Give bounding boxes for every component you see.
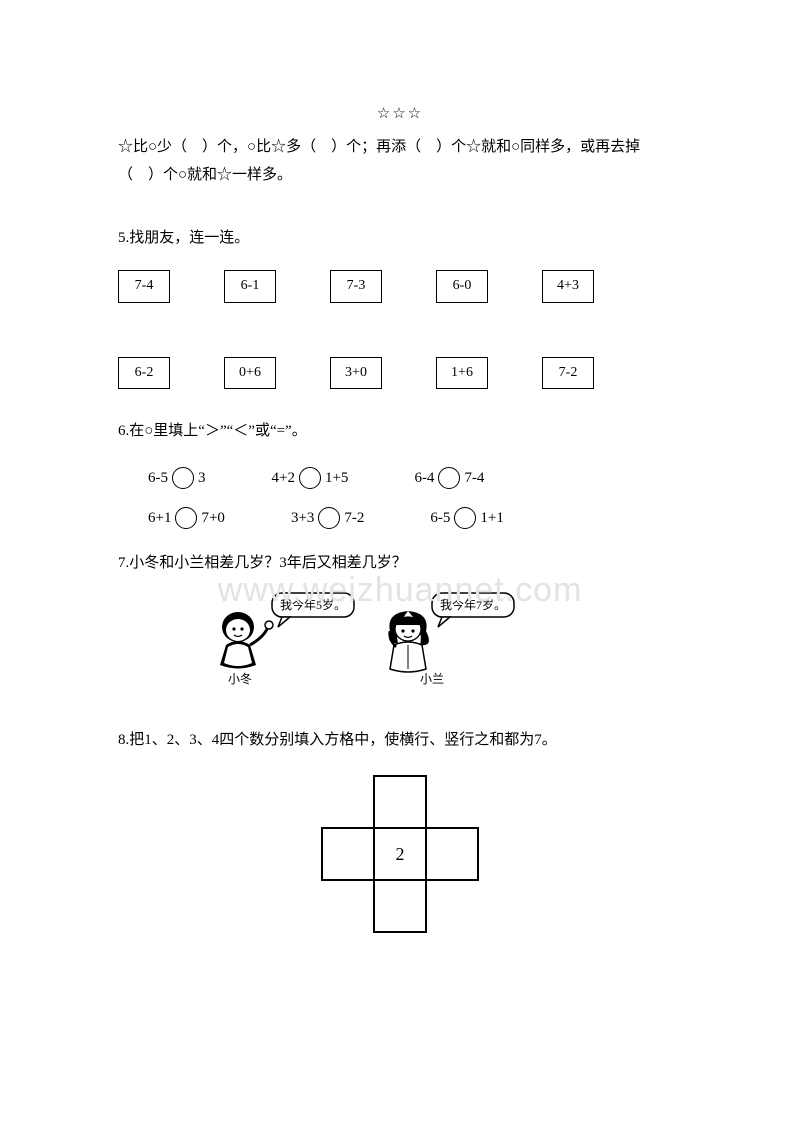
math-box: 6-0 xyxy=(436,270,488,303)
rhs: 7-2 xyxy=(344,504,364,533)
q5-row-1: 7-4 6-1 7-3 6-0 4+3 xyxy=(118,270,682,303)
compare-cell: 6-4 7-4 xyxy=(414,464,484,493)
q7-illustration: 小冬 我今年5岁。 小兰 我今年7岁。 xyxy=(198,587,682,698)
intro-line-1: ☆比○少（ ）个，○比☆多（ ）个；再添（ ）个☆就和○同样多，或再去掉 xyxy=(118,133,682,162)
speech-bubble-1: 我今年5岁。 xyxy=(272,593,354,627)
lhs: 4+2 xyxy=(272,464,295,493)
rhs: 1+1 xyxy=(480,504,503,533)
rhs: 7-4 xyxy=(464,464,484,493)
compare-cell: 6-5 3 xyxy=(148,464,206,493)
center-value: 2 xyxy=(396,844,405,864)
blank-circle xyxy=(438,467,460,489)
q8-title: 8.把1、2、3、4四个数分别填入方格中，使横行、竖行之和都为7。 xyxy=(118,726,682,755)
compare-cell: 3+3 7-2 xyxy=(291,504,364,533)
compare-cell: 4+2 1+5 xyxy=(272,464,349,493)
kid-xiaolan-icon xyxy=(389,611,429,672)
rhs: 3 xyxy=(198,464,206,493)
q6-title: 6.在○里填上“＞”“＜”或“=”。 xyxy=(118,417,682,446)
q8-cross-grid: 2 xyxy=(118,772,682,942)
math-box: 3+0 xyxy=(330,357,382,390)
intro-paragraph: ☆比○少（ ）个，○比☆多（ ）个；再添（ ）个☆就和○同样多，或再去掉 （ ）… xyxy=(118,133,682,190)
math-box: 1+6 xyxy=(436,357,488,390)
star-row: ☆☆☆ xyxy=(118,100,682,129)
svg-text:我今年7岁。: 我今年7岁。 xyxy=(440,597,506,612)
lhs: 6-5 xyxy=(430,504,450,533)
math-box: 7-4 xyxy=(118,270,170,303)
lhs: 3+3 xyxy=(291,504,314,533)
q5-title: 5.找朋友，连一连。 xyxy=(118,224,682,253)
math-box: 6-2 xyxy=(118,357,170,390)
math-box: 7-3 xyxy=(330,270,382,303)
blank-circle xyxy=(175,507,197,529)
lhs: 6-4 xyxy=(414,464,434,493)
kid-xiaodong-icon xyxy=(220,612,273,669)
blank-circle xyxy=(318,507,340,529)
svg-text:我今年5岁。: 我今年5岁。 xyxy=(280,597,346,612)
kid1-label: 小冬 xyxy=(228,671,252,686)
lhs: 6+1 xyxy=(148,504,171,533)
q7-title: 7.小冬和小兰相差几岁？3年后又相差几岁？ xyxy=(118,549,682,578)
q6-row-1: 6-5 3 4+2 1+5 6-4 7-4 xyxy=(148,464,682,493)
compare-cell: 6+1 7+0 xyxy=(148,504,225,533)
blank-circle xyxy=(172,467,194,489)
intro-line-2: （ ）个○就和☆一样多。 xyxy=(118,161,682,190)
blank-circle xyxy=(299,467,321,489)
math-box: 4+3 xyxy=(542,270,594,303)
kid2-label: 小兰 xyxy=(420,672,444,686)
math-box: 7-2 xyxy=(542,357,594,390)
q6-row-2: 6+1 7+0 3+3 7-2 6-5 1+1 xyxy=(148,504,682,533)
lhs: 6-5 xyxy=(148,464,168,493)
rhs: 7+0 xyxy=(201,504,224,533)
q5-row-2: 6-2 0+6 3+0 1+6 7-2 xyxy=(118,357,682,390)
blank-circle xyxy=(454,507,476,529)
compare-cell: 6-5 1+1 xyxy=(430,504,503,533)
math-box: 6-1 xyxy=(224,270,276,303)
speech-bubble-2: 我今年7岁。 xyxy=(432,593,514,627)
math-box: 0+6 xyxy=(224,357,276,390)
rhs: 1+5 xyxy=(325,464,348,493)
